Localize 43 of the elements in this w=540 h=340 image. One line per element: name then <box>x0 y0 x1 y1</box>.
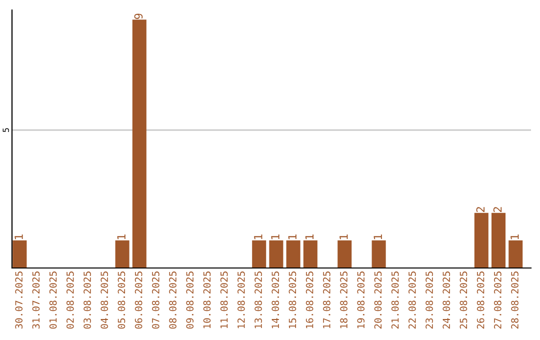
x-tick-label: 13.08.2025 <box>254 272 262 328</box>
x-tick-label: 28.08.2025 <box>511 272 518 329</box>
data-label: 2 <box>493 207 502 212</box>
x-tick-label: 30.07.2025 <box>15 272 23 329</box>
data-label: 1 <box>254 234 262 240</box>
x-tick-label: 19.08.2025 <box>357 272 365 328</box>
x-tick-label: 16.08.2025 <box>306 272 314 328</box>
x-tick-label: 21.08.2025 <box>391 272 399 329</box>
data-label: 1 <box>14 234 23 240</box>
x-tick-label: 23.08.2025 <box>426 272 433 329</box>
x-tick-label: 14.08.2025 <box>272 272 280 328</box>
x-tick-label: 15.08.2025 <box>288 272 296 328</box>
x-tick-label: 12.08.2025 <box>237 272 245 328</box>
data-label: 1 <box>305 234 314 240</box>
data-label: 1 <box>340 234 348 240</box>
x-tick-label: 20.08.2025 <box>374 272 382 329</box>
x-tick-label: 07.08.2025 <box>152 272 160 329</box>
x-tick-label: 03.08.2025 <box>84 272 91 329</box>
data-label: 9 <box>134 14 143 19</box>
x-tick-label: 17.08.2025 <box>322 272 330 328</box>
data-label: 1 <box>271 234 280 240</box>
data-label: 2 <box>476 207 485 212</box>
x-tick-label: 11.08.2025 <box>220 272 228 328</box>
x-tick-label: 24.08.2025 <box>442 272 450 329</box>
x-tick-label: 09.08.2025 <box>186 272 194 329</box>
data-label: 1 <box>510 234 519 240</box>
x-tick-label: 18.08.2025 <box>340 272 348 328</box>
x-tick-label: 02.08.2025 <box>66 272 74 329</box>
x-tick-label: 31.07.2025 <box>32 272 40 329</box>
x-tick-label: 22.08.2025 <box>408 272 416 329</box>
data-label: 1 <box>288 234 296 240</box>
x-tick-label: 04.08.2025 <box>100 272 108 329</box>
x-tick-label: 25.08.2025 <box>460 272 468 329</box>
y-tick-label: 5 <box>2 128 9 132</box>
x-tick-label: 01.08.2025 <box>49 272 57 329</box>
data-label: 1 <box>117 234 126 240</box>
x-tick-label: 10.08.2025 <box>203 272 211 328</box>
data-label: 1 <box>374 234 382 240</box>
x-tick-label: 06.08.2025 <box>134 272 142 329</box>
x-tick-label: 05.08.2025 <box>118 272 126 329</box>
x-tick-label: 26.08.2025 <box>476 272 484 329</box>
x-tick-label: 27.08.2025 <box>494 272 502 329</box>
x-tick-label: 08.08.2025 <box>169 272 176 329</box>
